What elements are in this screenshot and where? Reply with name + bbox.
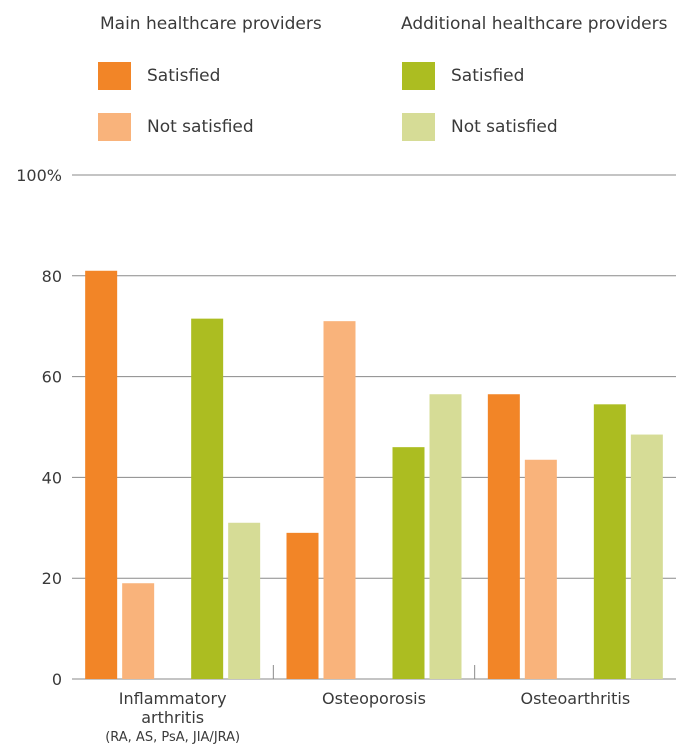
legend-swatch-main-not-satisfied [98, 113, 131, 141]
category-label: Inflammatory [119, 689, 227, 708]
bar [85, 270, 118, 679]
legend-item-main-not-satisfied: Not satisfied [98, 113, 254, 141]
category-label: arthritis [141, 708, 204, 727]
bar [286, 532, 319, 679]
bar [429, 394, 462, 679]
legend-item-additional-satisfied: Satisfied [402, 62, 524, 90]
legend-swatch-main-satisfied [98, 62, 131, 90]
bar [524, 459, 557, 679]
legend-label-main-satisfied: Satisfied [147, 66, 221, 86]
y-tick-label: 60 [42, 368, 62, 387]
legend-swatch-additional-satisfied [402, 62, 435, 90]
legend-title-additional: Additional healthcare providers [401, 14, 668, 34]
y-tick-label: 20 [42, 569, 62, 588]
bar [593, 404, 626, 679]
y-tick-label: 80 [42, 267, 62, 286]
bar [487, 394, 520, 679]
gridlines [72, 174, 676, 680]
legend-label-main-not-satisfied: Not satisfied [147, 117, 254, 137]
legend-title-main: Main healthcare providers [100, 14, 322, 34]
bar [191, 318, 224, 679]
bar [392, 447, 425, 679]
y-tick-label: 100% [16, 166, 62, 185]
bars [85, 270, 663, 679]
legend-swatch-additional-not-satisfied [402, 113, 435, 141]
legend-item-additional-not-satisfied: Not satisfied [402, 113, 558, 141]
y-tick-label: 40 [42, 468, 62, 487]
category-label: (RA, AS, PsA, JIA/JRA) [105, 730, 240, 745]
category-label: Osteoporosis [322, 689, 426, 708]
y-axis-ticks: 0 20 40 60 80 100% [16, 166, 62, 689]
legend-label-additional-not-satisfied: Not satisfied [451, 117, 558, 137]
bar [323, 321, 356, 679]
y-tick-label: 0 [52, 670, 62, 689]
bar [228, 522, 261, 679]
legend-item-main-satisfied: Satisfied [98, 62, 220, 90]
bar [630, 434, 663, 679]
category-label: Osteoarthritis [520, 689, 630, 708]
bar [122, 583, 155, 679]
legend-label-additional-satisfied: Satisfied [451, 66, 525, 86]
